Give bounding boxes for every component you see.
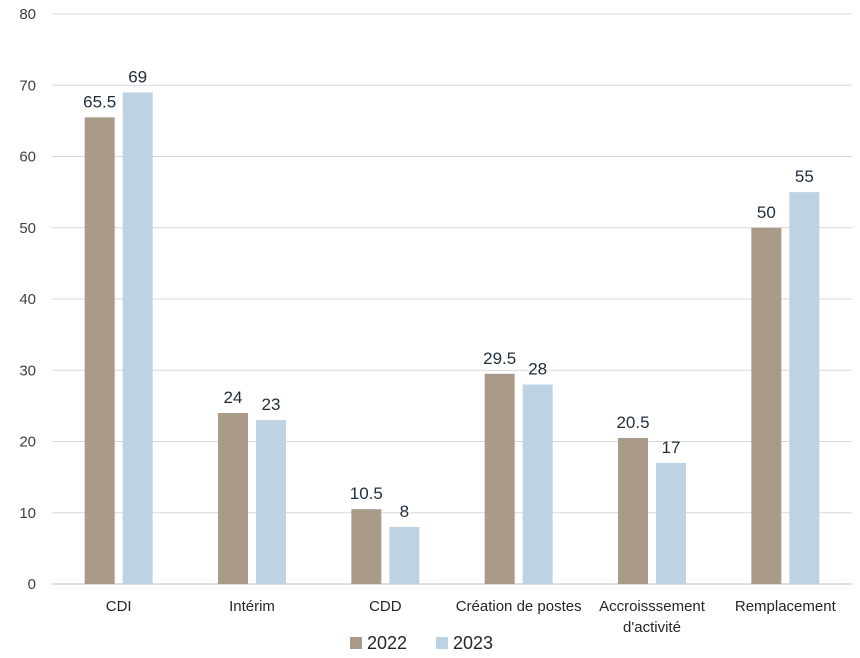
x-tick-label: Remplacement — [735, 598, 837, 615]
x-tick-label: Accroisssement d'activité — [599, 598, 706, 636]
legend-swatch — [350, 637, 362, 649]
data-label: 55 — [795, 167, 814, 186]
x-tick-label-line: Remplacement — [735, 598, 837, 615]
x-tick-label-line: CDI — [106, 598, 132, 615]
x-tick-label-line: Création de postes — [456, 598, 582, 615]
x-tick-label: CDI — [106, 598, 132, 615]
x-tick-label-line: Accroisssement — [599, 598, 706, 615]
data-label: 8 — [400, 502, 409, 521]
y-tick-label: 30 — [19, 362, 36, 379]
x-tick-label: CDD — [369, 598, 402, 615]
x-tick-label: Intérim — [229, 598, 275, 615]
bar-2022 — [618, 437, 648, 584]
y-tick-label: 10 — [19, 505, 36, 522]
bar-2023 — [389, 527, 420, 584]
bar-2022 — [351, 509, 382, 584]
bar-2022 — [84, 117, 115, 584]
y-tick-label: 60 — [19, 149, 36, 166]
y-tick-label: 70 — [19, 77, 36, 94]
bar-2023 — [789, 192, 820, 584]
data-label: 10.5 — [350, 484, 383, 503]
y-tick-label: 80 — [19, 6, 36, 23]
y-tick-label: 50 — [19, 220, 36, 237]
data-label: 69 — [128, 67, 147, 86]
data-label: 28 — [528, 360, 547, 379]
y-tick-label: 0 — [28, 576, 36, 593]
data-label: 20.5 — [616, 413, 649, 432]
bar-2023 — [522, 384, 553, 584]
data-label: 50 — [757, 203, 776, 222]
bar-2022 — [484, 373, 515, 584]
data-label: 65.5 — [83, 92, 116, 111]
x-tick-label-line: Intérim — [229, 598, 275, 615]
bar-2022 — [218, 413, 248, 584]
legend-swatch — [436, 637, 448, 649]
x-tick-label-line: CDD — [369, 598, 402, 615]
data-label: 23 — [262, 395, 281, 414]
bar-2023 — [256, 420, 286, 584]
legend-label: 2023 — [453, 633, 493, 653]
data-label: 24 — [224, 388, 243, 407]
data-label: 17 — [662, 438, 681, 457]
data-label: 29.5 — [483, 349, 516, 368]
bar-2023 — [656, 462, 686, 584]
bar-2023 — [122, 92, 153, 584]
bar-2022 — [751, 227, 782, 584]
legend-label: 2022 — [367, 633, 407, 653]
x-tick-label: Création de postes — [456, 598, 582, 615]
y-tick-label: 20 — [19, 434, 36, 451]
y-tick-label: 40 — [19, 291, 36, 308]
x-tick-label-line: d'activité — [623, 619, 681, 636]
